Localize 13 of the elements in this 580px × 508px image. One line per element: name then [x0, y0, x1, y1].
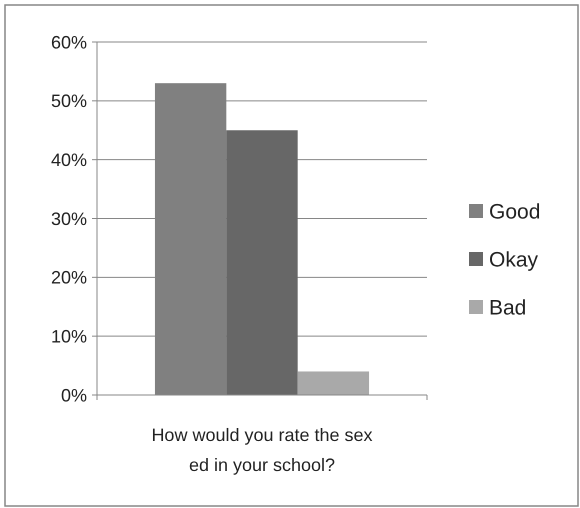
legend-label: Good — [489, 200, 540, 224]
legend-label: Okay — [489, 248, 539, 272]
y-tick-label: 60% — [50, 32, 87, 52]
y-tick-label: 30% — [50, 208, 87, 229]
bar — [298, 371, 370, 395]
y-tick-label: 20% — [50, 268, 87, 288]
y-tick-label: 40% — [50, 150, 87, 170]
y-tick-label: 0% — [60, 385, 87, 406]
legend-label: Bad — [489, 296, 526, 320]
y-tick-label: 50% — [50, 91, 87, 112]
x-axis-title: How would you rate the sex ed in your school? — [151, 425, 373, 475]
bar — [226, 130, 298, 395]
y-tick-label: 10% — [50, 326, 87, 346]
